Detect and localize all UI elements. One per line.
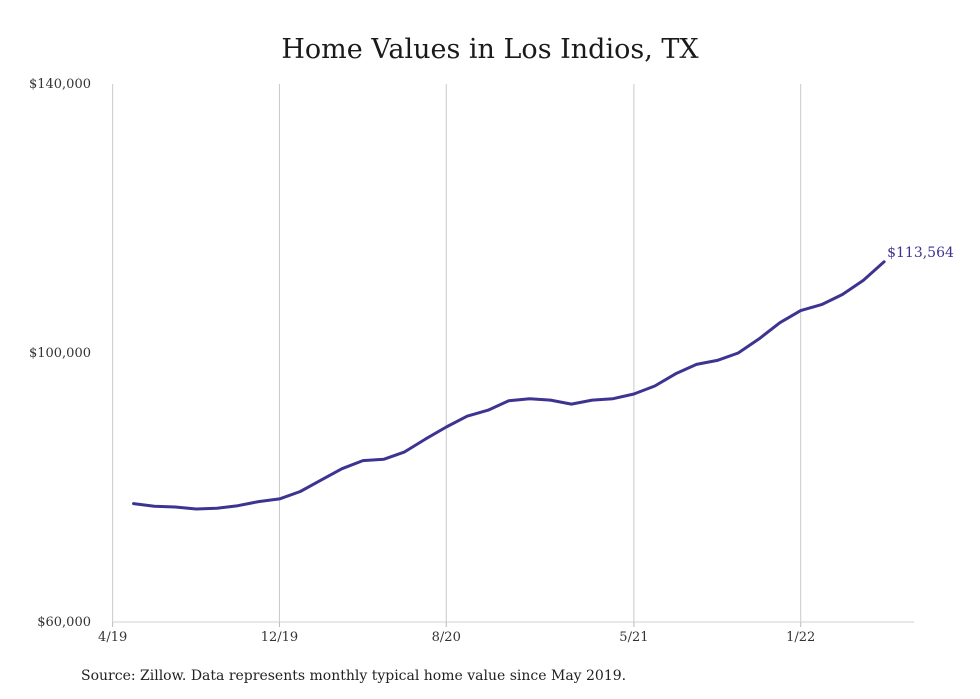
data-point [257,500,260,503]
data-point [215,507,219,510]
x-tick-label: 1/22 [786,630,815,645]
data-point [778,321,782,324]
line-chart: 4/19 12/19 8/20 5/21 1/22 $140,000 $100,000 $6… [29,77,954,645]
y-tick-label: $60,000 [37,615,91,630]
data-point [194,507,198,511]
data-point [153,505,156,508]
data-point [340,467,344,470]
data-point [757,337,761,341]
source-note: Source: Zillow. Data represents monthly … [81,668,627,684]
data-point [507,399,510,402]
chart-title: Home Values in Los Indios, TX [281,34,699,65]
data-point [570,402,573,406]
axis-lines [112,621,915,627]
data-point [591,398,594,402]
x-tick-label: 12/19 [261,630,298,645]
y-tick-label: $100,000 [29,346,91,361]
x-tick-label: 8/20 [432,630,461,645]
data-point [174,505,177,509]
data-point [674,372,677,376]
data-point [528,397,531,400]
x-tick-label: 5/21 [619,630,648,645]
data-point [424,437,427,441]
data-point [132,502,135,505]
data-point [841,293,844,296]
data-point [403,450,406,454]
data-point [382,458,385,461]
data-point [549,398,552,402]
gridlines [112,84,802,622]
data-point [236,504,239,507]
data-point [319,478,323,482]
series-layer: $113,564 [132,245,954,511]
x-tick-label: 4/19 [98,630,127,645]
data-point [299,490,302,493]
data-point [611,397,615,400]
data-point [632,392,636,396]
data-point [862,279,865,282]
data-point [695,363,698,366]
data-point [653,384,656,388]
y-tick-label: $140,000 [29,77,91,92]
x-axis-ticks: 4/19 12/19 8/20 5/21 1/22 [98,630,815,645]
data-point [278,497,281,501]
series-line [132,260,886,511]
end-value-label: $113,564 [887,245,954,261]
data-point [716,359,719,362]
data-point [445,425,448,429]
data-point [361,459,365,462]
data-point [820,303,823,306]
data-point [799,309,802,312]
y-axis-ticks: $140,000 $100,000 $60,000 [29,77,91,630]
data-point [465,415,469,418]
data-point [882,260,886,263]
data-point [736,351,740,355]
data-point [486,408,490,412]
